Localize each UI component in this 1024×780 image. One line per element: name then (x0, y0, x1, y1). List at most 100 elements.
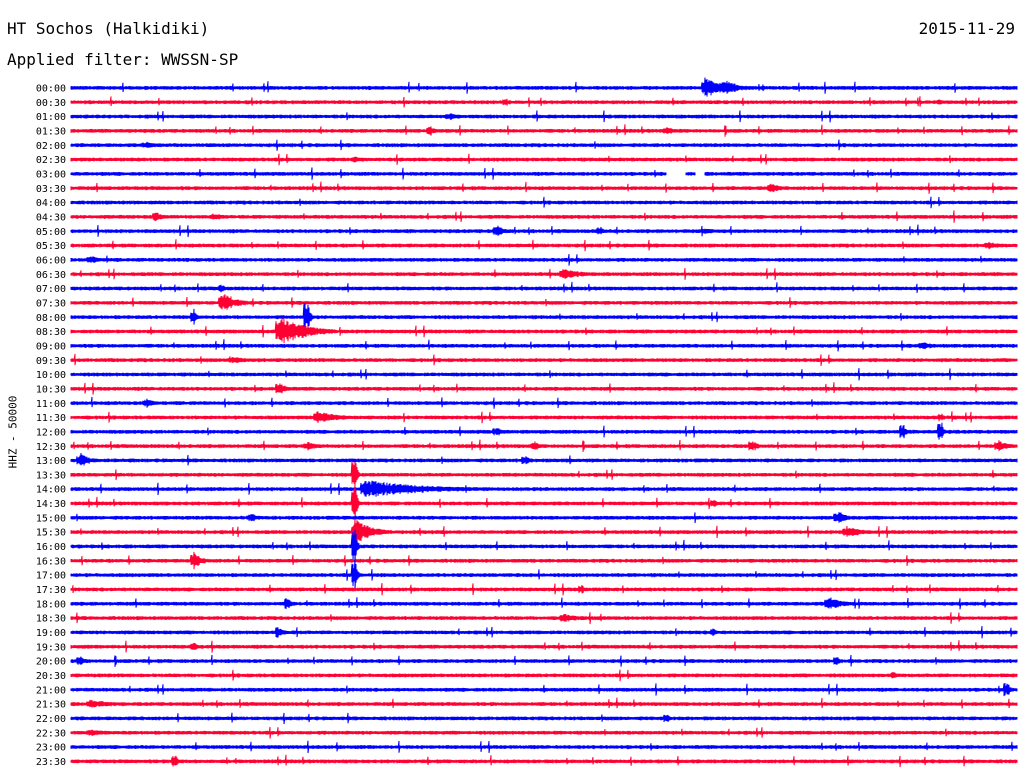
time-tick-label: 18:30 (36, 614, 66, 625)
trace-0530 (70, 239, 1018, 252)
trace-2300 (70, 740, 1018, 754)
time-tick-label: 00:00 (36, 84, 66, 95)
trace-0230 (70, 153, 1018, 166)
trace-0430 (70, 210, 1018, 223)
trace-2330 (70, 754, 1018, 768)
trace-1900 (70, 626, 1018, 639)
trace-2100 (70, 682, 1018, 697)
time-tick-label: 19:00 (36, 628, 66, 639)
time-tick-label: 22:30 (36, 728, 66, 739)
time-tick-label: 13:00 (36, 456, 66, 467)
trace-0100 (70, 110, 1018, 123)
time-tick-label: 19:30 (36, 642, 66, 653)
trace-0000 (70, 77, 1018, 97)
time-tick-label: 23:30 (36, 757, 66, 768)
trace-1630 (70, 551, 1018, 570)
time-tick-label: 04:00 (36, 198, 66, 209)
time-tick-label: 16:00 (36, 542, 66, 553)
station-title: HT Sochos (Halkidiki) (7, 19, 210, 38)
time-tick-label: 20:00 (36, 657, 66, 668)
trace-1830 (70, 612, 1018, 625)
time-tick-label: 00:30 (36, 98, 66, 109)
trace-0730 (70, 294, 1018, 310)
trace-1800 (70, 597, 1018, 610)
time-tick-label: 12:30 (36, 442, 66, 453)
filter-prefix: Applied filter: (7, 50, 152, 69)
time-tick-label: 10:30 (36, 384, 66, 395)
time-tick-label: 07:30 (36, 298, 66, 309)
time-tick-label: 16:30 (36, 556, 66, 567)
trace-2200 (70, 712, 1018, 725)
trace-0600 (70, 254, 1018, 266)
time-tick-label: 12:00 (36, 427, 66, 438)
time-tick-label: 22:00 (36, 714, 66, 725)
trace-1600 (70, 529, 1018, 563)
trace-0800 (70, 303, 1018, 331)
time-tick-label: 01:30 (36, 126, 66, 137)
trace-1700 (70, 555, 1018, 592)
time-tick-label: 03:00 (36, 169, 66, 180)
time-tick-label: 04:30 (36, 212, 66, 223)
trace-2030 (70, 669, 1018, 682)
trace-1400 (70, 480, 1018, 497)
trace-1100 (70, 396, 1018, 409)
time-tick-label: 13:30 (36, 470, 66, 481)
time-tick-label: 20:30 (36, 671, 66, 682)
trace-1330 (70, 460, 1018, 486)
time-tick-label: 17:00 (36, 571, 66, 582)
time-tick-label: 21:30 (36, 700, 66, 711)
trace-0400 (70, 196, 1018, 209)
time-tick-label: 14:30 (36, 499, 66, 510)
time-tick-label: 15:00 (36, 513, 66, 524)
trace-0130 (70, 124, 1018, 137)
trace-1430 (70, 482, 1018, 523)
trace-0300 (70, 167, 1018, 180)
trace-0900 (70, 339, 1018, 352)
time-tick-label: 03:30 (36, 184, 66, 195)
time-tick-label: 08:00 (36, 313, 66, 324)
trace-1730 (70, 583, 1018, 596)
trace-2230 (70, 726, 1018, 739)
trace-0700 (70, 281, 1018, 293)
time-tick-label: 14:00 (36, 485, 66, 496)
time-tick-label: 10:00 (36, 370, 66, 381)
time-tick-label: 09:00 (36, 341, 66, 352)
time-tick-label: 09:30 (36, 356, 66, 367)
trace-0500 (70, 224, 1018, 238)
trace-0330 (70, 181, 1018, 194)
trace-1300 (70, 453, 1018, 466)
trace-1530 (70, 518, 1018, 545)
filter-name: WWSSN-SP (161, 50, 239, 69)
time-tick-label: 23:00 (36, 743, 66, 754)
time-tick-label: 11:30 (36, 413, 66, 424)
trace-1130 (70, 411, 1018, 424)
trace-1030 (70, 382, 1018, 395)
time-tick-label: 06:00 (36, 255, 66, 266)
trace-1000 (70, 368, 1018, 381)
trace-0200 (70, 139, 1018, 151)
time-tick-label: 02:00 (36, 141, 66, 152)
trace-0630 (70, 268, 1018, 281)
time-tick-label: 15:30 (36, 528, 66, 539)
time-tick-label: 06:30 (36, 270, 66, 281)
trace-2130 (70, 697, 1018, 709)
time-tick-label: 08:30 (36, 327, 66, 338)
time-tick-label: 21:00 (36, 685, 66, 696)
time-tick-label: 05:30 (36, 241, 66, 252)
date-label: 2015-11-29 (918, 19, 1015, 38)
trace-1500 (70, 512, 1018, 524)
time-tick-label: 17:30 (36, 585, 66, 596)
time-tick-label: 07:00 (36, 284, 66, 295)
trace-1230 (70, 439, 1018, 452)
trace-0930 (70, 353, 1018, 366)
trace-1930 (70, 640, 1018, 653)
trace-1200 (70, 422, 1018, 440)
trace-2000 (70, 654, 1018, 667)
time-tick-label: 05:00 (36, 227, 66, 238)
time-tick-label: 01:00 (36, 112, 66, 123)
filter-label: Applied filter: WWSSN-SP (7, 50, 238, 69)
time-tick-label: 02:30 (36, 155, 66, 166)
trace-0030 (70, 96, 1018, 108)
trace-0830 (70, 317, 1018, 344)
